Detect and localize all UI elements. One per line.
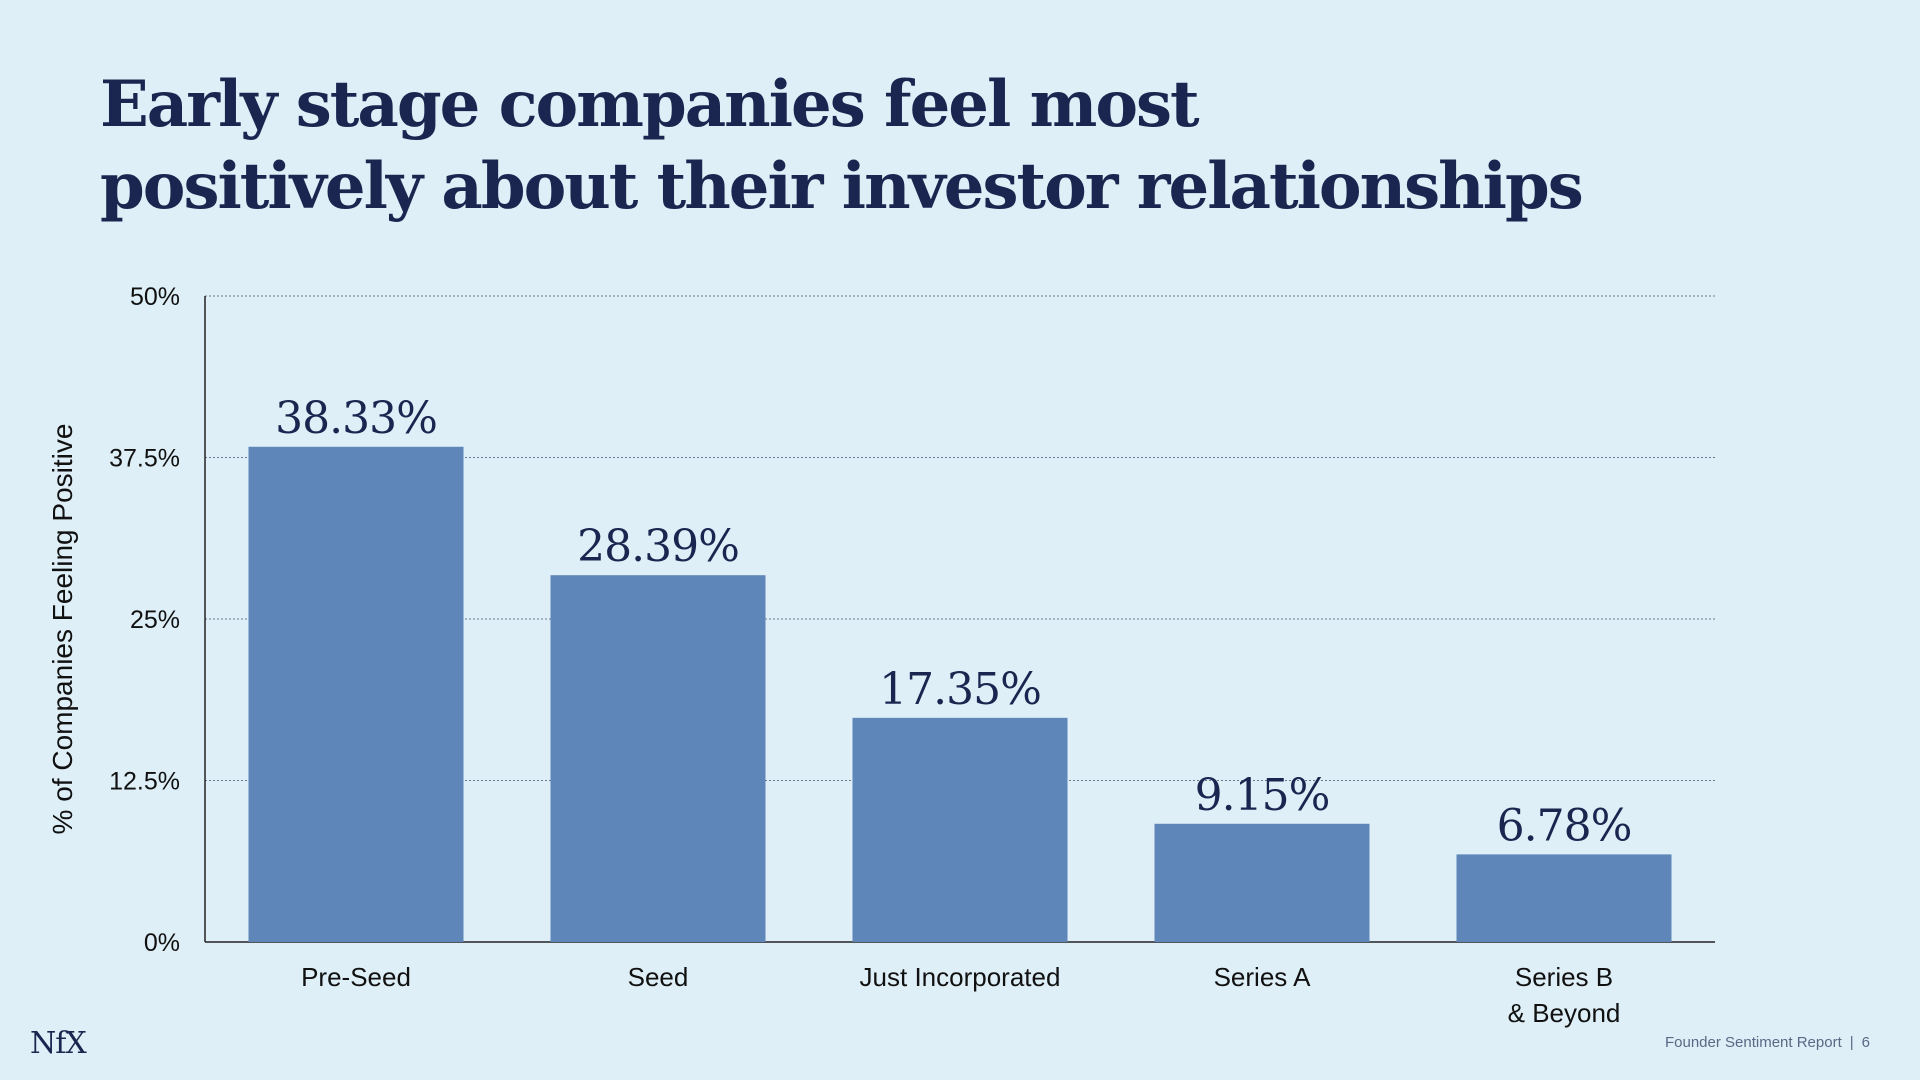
footer-page-number: 6 bbox=[1861, 1034, 1870, 1051]
bar bbox=[550, 575, 766, 942]
footer-report: Founder Sentiment Report | 6 bbox=[1665, 1034, 1870, 1051]
y-tick-label: 25% bbox=[130, 606, 180, 634]
x-tick-label: Pre-Seed bbox=[301, 962, 411, 992]
y-axis-title: % of Companies Feeling Positive bbox=[47, 424, 78, 835]
x-tick-label: Just Incorporated bbox=[860, 962, 1061, 992]
x-tick-label: & Beyond bbox=[1508, 998, 1621, 1028]
y-tick-label: 12.5% bbox=[109, 768, 180, 796]
data-label: 38.33% bbox=[275, 393, 437, 444]
chart-title: Early stage companies feel most positive… bbox=[100, 64, 1600, 228]
x-tick-label: Series A bbox=[1214, 962, 1311, 992]
footer-separator: | bbox=[1849, 1034, 1854, 1051]
x-tick-label: Series B bbox=[1515, 962, 1613, 992]
y-tick-label: 37.5% bbox=[109, 445, 180, 473]
bar bbox=[248, 446, 464, 942]
x-tick-label: Seed bbox=[628, 962, 689, 992]
data-label: 6.78% bbox=[1497, 800, 1632, 851]
chart-title-line-1: Early stage companies feel most bbox=[100, 67, 1200, 142]
bar bbox=[1154, 823, 1370, 942]
nfx-logo: NfX bbox=[30, 1026, 87, 1061]
bar bbox=[852, 717, 1068, 942]
chart-title-line-2: positively about their investor relation… bbox=[100, 149, 1584, 224]
bar bbox=[1456, 854, 1672, 942]
data-label: 17.35% bbox=[879, 664, 1041, 715]
data-label: 9.15% bbox=[1195, 770, 1330, 821]
y-tick-label: 0% bbox=[144, 929, 180, 957]
footer-report-title: Founder Sentiment Report bbox=[1664, 1034, 1842, 1051]
data-label: 28.39% bbox=[577, 521, 739, 572]
y-tick-label: 50% bbox=[130, 283, 180, 311]
